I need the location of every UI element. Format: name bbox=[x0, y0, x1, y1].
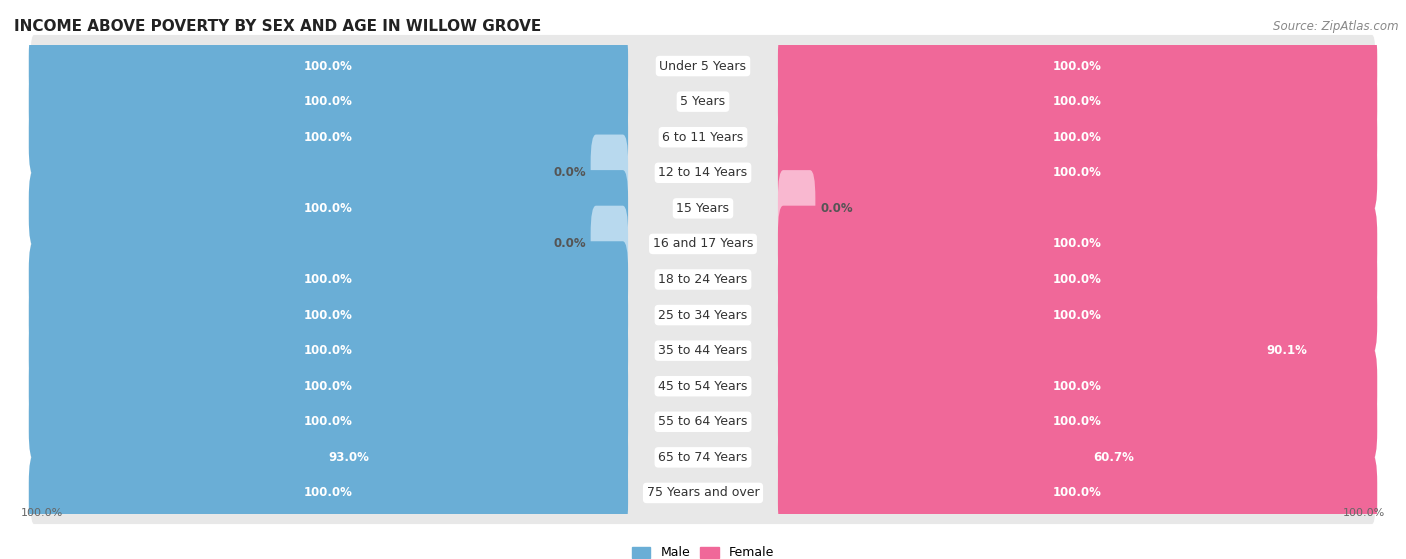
Text: 25 to 34 Years: 25 to 34 Years bbox=[658, 309, 748, 321]
FancyBboxPatch shape bbox=[28, 454, 628, 531]
FancyBboxPatch shape bbox=[31, 70, 1375, 132]
Text: INCOME ABOVE POVERTY BY SEX AND AGE IN WILLOW GROVE: INCOME ABOVE POVERTY BY SEX AND AGE IN W… bbox=[14, 19, 541, 34]
Text: 35 to 44 Years: 35 to 44 Years bbox=[658, 344, 748, 357]
FancyBboxPatch shape bbox=[31, 35, 1375, 97]
Text: 100.0%: 100.0% bbox=[304, 202, 353, 215]
FancyBboxPatch shape bbox=[28, 383, 628, 460]
FancyBboxPatch shape bbox=[778, 206, 1378, 282]
Text: 100.0%: 100.0% bbox=[1053, 166, 1102, 179]
Text: 6 to 11 Years: 6 to 11 Years bbox=[662, 131, 744, 144]
FancyBboxPatch shape bbox=[31, 106, 1375, 168]
FancyBboxPatch shape bbox=[31, 391, 1375, 453]
FancyBboxPatch shape bbox=[31, 141, 1375, 204]
FancyBboxPatch shape bbox=[778, 63, 1378, 140]
FancyBboxPatch shape bbox=[778, 419, 1146, 496]
FancyBboxPatch shape bbox=[778, 454, 1378, 531]
FancyBboxPatch shape bbox=[778, 312, 1319, 389]
Text: 55 to 64 Years: 55 to 64 Years bbox=[658, 415, 748, 428]
FancyBboxPatch shape bbox=[778, 277, 1378, 353]
FancyBboxPatch shape bbox=[31, 177, 1375, 239]
Text: 0.0%: 0.0% bbox=[554, 238, 586, 250]
Legend: Male, Female: Male, Female bbox=[627, 541, 779, 559]
Text: 100.0%: 100.0% bbox=[304, 309, 353, 321]
Text: 100.0%: 100.0% bbox=[1053, 380, 1102, 393]
FancyBboxPatch shape bbox=[70, 419, 628, 496]
Text: 0.0%: 0.0% bbox=[554, 166, 586, 179]
Text: 90.1%: 90.1% bbox=[1265, 344, 1308, 357]
FancyBboxPatch shape bbox=[28, 63, 628, 140]
Text: 100.0%: 100.0% bbox=[304, 95, 353, 108]
FancyBboxPatch shape bbox=[28, 99, 628, 176]
Text: 100.0%: 100.0% bbox=[1053, 415, 1102, 428]
Text: 100.0%: 100.0% bbox=[1053, 486, 1102, 499]
FancyBboxPatch shape bbox=[31, 284, 1375, 346]
Text: 100.0%: 100.0% bbox=[1053, 309, 1102, 321]
Text: 93.0%: 93.0% bbox=[329, 451, 370, 464]
Text: 100.0%: 100.0% bbox=[304, 486, 353, 499]
Text: 100.0%: 100.0% bbox=[1053, 238, 1102, 250]
Text: Under 5 Years: Under 5 Years bbox=[659, 60, 747, 73]
Text: 100.0%: 100.0% bbox=[304, 415, 353, 428]
Text: 100.0%: 100.0% bbox=[304, 344, 353, 357]
Text: 100.0%: 100.0% bbox=[1053, 60, 1102, 73]
Text: 45 to 54 Years: 45 to 54 Years bbox=[658, 380, 748, 393]
Text: 100.0%: 100.0% bbox=[1053, 95, 1102, 108]
FancyBboxPatch shape bbox=[591, 206, 628, 282]
Text: 100.0%: 100.0% bbox=[304, 380, 353, 393]
FancyBboxPatch shape bbox=[778, 241, 1378, 318]
Text: Source: ZipAtlas.com: Source: ZipAtlas.com bbox=[1274, 20, 1399, 32]
Text: 12 to 14 Years: 12 to 14 Years bbox=[658, 166, 748, 179]
Text: 100.0%: 100.0% bbox=[304, 273, 353, 286]
FancyBboxPatch shape bbox=[28, 348, 628, 424]
FancyBboxPatch shape bbox=[28, 170, 628, 247]
FancyBboxPatch shape bbox=[31, 320, 1375, 382]
FancyBboxPatch shape bbox=[591, 135, 628, 211]
FancyBboxPatch shape bbox=[778, 28, 1378, 105]
FancyBboxPatch shape bbox=[28, 277, 628, 353]
FancyBboxPatch shape bbox=[31, 248, 1375, 311]
Text: 5 Years: 5 Years bbox=[681, 95, 725, 108]
FancyBboxPatch shape bbox=[778, 383, 1378, 460]
FancyBboxPatch shape bbox=[778, 99, 1378, 176]
Text: 16 and 17 Years: 16 and 17 Years bbox=[652, 238, 754, 250]
FancyBboxPatch shape bbox=[778, 170, 815, 247]
Text: 100.0%: 100.0% bbox=[1053, 273, 1102, 286]
Text: 100.0%: 100.0% bbox=[1343, 508, 1385, 518]
FancyBboxPatch shape bbox=[28, 241, 628, 318]
FancyBboxPatch shape bbox=[31, 355, 1375, 418]
FancyBboxPatch shape bbox=[31, 426, 1375, 489]
Text: 100.0%: 100.0% bbox=[1053, 131, 1102, 144]
FancyBboxPatch shape bbox=[778, 348, 1378, 424]
Text: 65 to 74 Years: 65 to 74 Years bbox=[658, 451, 748, 464]
Text: 100.0%: 100.0% bbox=[304, 60, 353, 73]
FancyBboxPatch shape bbox=[28, 312, 628, 389]
Text: 15 Years: 15 Years bbox=[676, 202, 730, 215]
Text: 60.7%: 60.7% bbox=[1092, 451, 1133, 464]
Text: 100.0%: 100.0% bbox=[21, 508, 63, 518]
Text: 100.0%: 100.0% bbox=[304, 131, 353, 144]
FancyBboxPatch shape bbox=[28, 28, 628, 105]
FancyBboxPatch shape bbox=[778, 135, 1378, 211]
Text: 18 to 24 Years: 18 to 24 Years bbox=[658, 273, 748, 286]
Text: 75 Years and over: 75 Years and over bbox=[647, 486, 759, 499]
Text: 0.0%: 0.0% bbox=[820, 202, 852, 215]
FancyBboxPatch shape bbox=[31, 462, 1375, 524]
FancyBboxPatch shape bbox=[31, 213, 1375, 275]
